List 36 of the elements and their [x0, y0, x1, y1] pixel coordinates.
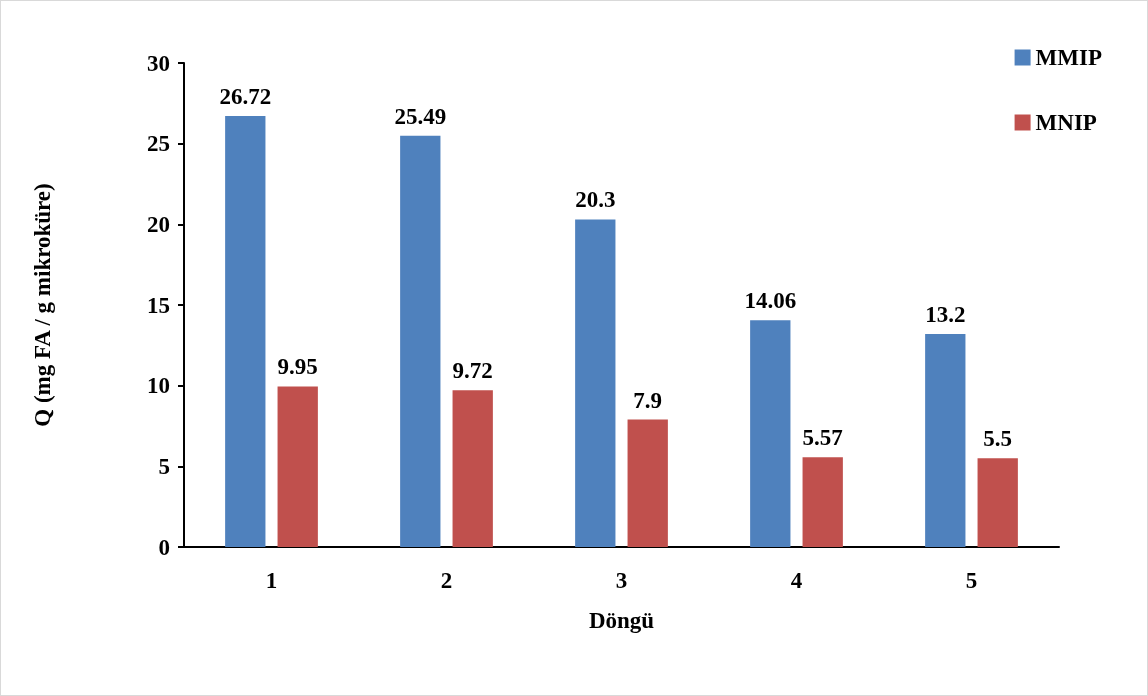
y-tick-label: 15	[147, 292, 170, 318]
data-label: 7.9	[633, 387, 663, 413]
y-tick-label: 30	[147, 50, 170, 76]
data-label: 20.3	[575, 187, 616, 213]
bar	[400, 135, 441, 547]
bar	[575, 219, 616, 547]
x-tick-label: 4	[790, 568, 803, 593]
y-tick-label: 0	[158, 534, 170, 560]
y-tick-label: 5	[158, 453, 170, 479]
y-tick-label: 20	[147, 211, 170, 237]
y-tick-label: 25	[147, 131, 170, 157]
data-label: 14.06	[744, 288, 797, 314]
legend-label: MNIP	[1035, 110, 1097, 135]
y-tick-label: 10	[147, 373, 170, 399]
bar	[452, 390, 493, 547]
data-label: 5.5	[983, 426, 1013, 452]
data-label: 13.2	[925, 302, 966, 328]
x-tick-label: 3	[615, 568, 628, 593]
data-label: 9.95	[277, 354, 318, 380]
bar	[277, 386, 318, 547]
bar	[925, 334, 966, 547]
data-label: 25.49	[394, 103, 447, 129]
x-axis-title: Döngü	[588, 608, 655, 633]
bar	[977, 458, 1018, 547]
bar	[225, 115, 266, 547]
bar	[627, 419, 668, 547]
y-axis-title: Q (mg FA / g mikroküre)	[30, 183, 55, 427]
bar	[750, 320, 791, 547]
x-tick-label: 5	[965, 568, 978, 593]
x-tick-label: 2	[440, 568, 453, 593]
x-tick-label: 1	[265, 568, 278, 593]
legend-label: MMIP	[1035, 45, 1102, 70]
data-label: 9.72	[452, 358, 493, 384]
data-label: 26.72	[219, 83, 272, 109]
bar	[802, 457, 843, 547]
data-label: 5.57	[802, 425, 843, 451]
